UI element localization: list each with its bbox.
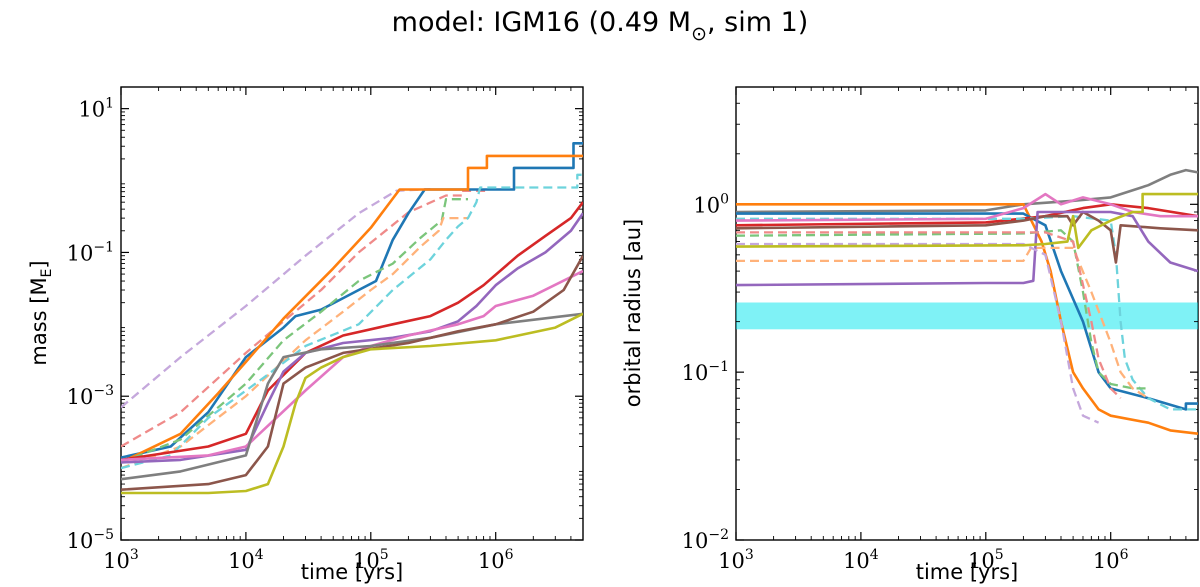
figure-title: model: IGM16 (0.49 M⊙, sim 1) bbox=[392, 7, 809, 45]
mass-series-orange bbox=[121, 154, 583, 464]
radius-series-cyan-dashed bbox=[736, 215, 1198, 411]
radius-x-tick-label: 104 bbox=[843, 547, 879, 573]
mass-series-pink bbox=[121, 269, 583, 462]
mass-x-tick-label: 103 bbox=[103, 547, 139, 573]
title-sun-symbol: ⊙ bbox=[691, 23, 707, 45]
radius-lines bbox=[736, 168, 1198, 435]
title-suffix: , sim 1) bbox=[707, 7, 808, 38]
radius-series-olive bbox=[736, 192, 1198, 250]
title-text: model: IGM16 (0.49 M bbox=[392, 7, 691, 38]
radius-series-red bbox=[736, 203, 1198, 227]
radius-series-purple bbox=[736, 210, 1198, 287]
radius-y-tick-label: 10−1 bbox=[682, 359, 729, 385]
radius-series-pink bbox=[736, 192, 1198, 222]
mass-ylabel-sub: E bbox=[39, 269, 55, 278]
mass-series-brown bbox=[121, 255, 583, 491]
radius-series-gray bbox=[736, 168, 1198, 214]
mass-y-tick-label: 101 bbox=[78, 96, 114, 122]
mass-series-purple-dashed bbox=[121, 187, 431, 409]
radius-panel: 103 104 105 106 100 10−1 10−2 time [yrs] orbit… bbox=[621, 86, 1199, 584]
radius-x-tick-label: 105 bbox=[968, 547, 1004, 573]
mass-series-gray bbox=[121, 312, 583, 481]
mass-x-tick-label: 105 bbox=[353, 547, 389, 573]
mass-axes-frame bbox=[120, 86, 584, 541]
mass-series-orange-dashed bbox=[121, 216, 468, 470]
mass-xlabel: time [yrs] bbox=[301, 560, 404, 584]
radius-x-tick-label: 103 bbox=[718, 547, 754, 573]
radius-series-orange bbox=[736, 203, 1198, 435]
radius-shaded-band bbox=[736, 302, 1198, 330]
mass-ticks: 103 104 105 106 101 10−1 10−3 10−5 bbox=[67, 86, 584, 573]
radius-series-purple-dashed bbox=[736, 242, 1100, 424]
mass-series-olive bbox=[121, 312, 583, 495]
mass-ylabel: mass [ME] bbox=[27, 260, 55, 365]
mass-series-cyan-dashed bbox=[121, 173, 583, 470]
mass-y-tick-label: 10−5 bbox=[67, 527, 114, 553]
mass-y-tick-label: 10−1 bbox=[67, 239, 114, 265]
radius-y-tick-label: 10−2 bbox=[682, 527, 729, 553]
radius-series-red-dashed bbox=[736, 231, 1122, 400]
mass-ylabel-prefix: mass [M bbox=[27, 277, 51, 365]
radius-y-tick-label: 100 bbox=[693, 191, 729, 217]
radius-ticks: 103 104 105 106 100 10−1 10−2 bbox=[682, 86, 1199, 573]
radius-series-orange-dashed bbox=[736, 246, 1149, 400]
radius-band bbox=[736, 302, 1198, 330]
mass-y-tick-label: 10−3 bbox=[67, 383, 114, 409]
radius-ylabel: orbital radius [au] bbox=[621, 219, 645, 407]
mass-ylabel-suffix: ] bbox=[27, 260, 51, 268]
radius-xlabel: time [yrs] bbox=[916, 560, 1019, 584]
mass-series-red bbox=[121, 201, 583, 462]
mass-x-tick-label: 104 bbox=[228, 547, 264, 573]
mass-panel: 103 104 105 106 101 10−1 10−3 10−5 time [yrs] m… bbox=[27, 86, 584, 584]
mass-series-red-dashed bbox=[121, 189, 490, 448]
radius-x-tick-label: 106 bbox=[1093, 547, 1129, 573]
mass-x-tick-label: 106 bbox=[478, 547, 514, 573]
mass-lines bbox=[121, 142, 583, 495]
mass-series-green-dashed bbox=[121, 198, 468, 464]
